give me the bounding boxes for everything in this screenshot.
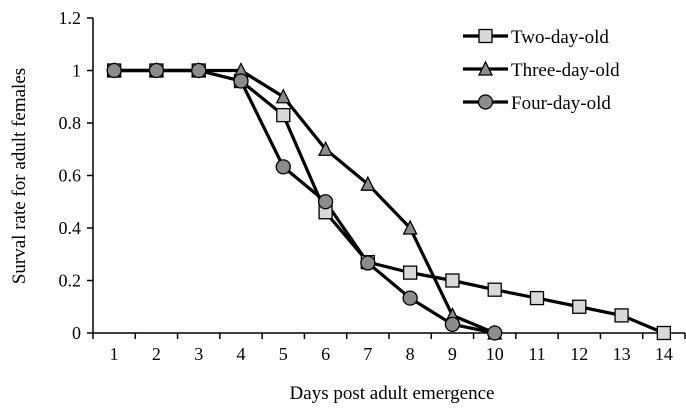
x-tick-label: 2 <box>152 344 161 364</box>
data-point <box>402 219 418 235</box>
x-tick-label: 3 <box>194 344 203 364</box>
series-four-day-old <box>114 68 496 335</box>
legend-item-two-day-old: Two-day-old <box>463 27 609 48</box>
x-tick-label: 6 <box>321 344 330 364</box>
x-tick-label: 8 <box>406 344 415 364</box>
series-line <box>114 68 496 335</box>
x-tick-label: 9 <box>448 344 457 364</box>
y-axis-title: Surval rate for adult females <box>9 68 30 284</box>
legend-item-four-day-old: Four-day-old <box>463 93 611 114</box>
data-point <box>360 255 376 271</box>
data-point <box>191 62 207 79</box>
x-tick-label: 7 <box>363 344 372 364</box>
legend-marker <box>477 94 494 110</box>
legend-marker <box>478 28 493 44</box>
data-point <box>529 290 545 306</box>
data-point <box>276 107 291 123</box>
data-point <box>275 88 291 104</box>
data-point <box>318 140 334 156</box>
y-tick-label: 1.2 <box>59 8 82 28</box>
x-tick-label: 14 <box>655 344 673 364</box>
x-tick-label: 4 <box>237 344 246 364</box>
data-point <box>148 62 165 79</box>
x-tick-label: 5 <box>279 344 288 364</box>
x-axis-title: Days post adult emergence <box>290 383 495 404</box>
data-point <box>275 159 291 175</box>
data-point <box>614 308 629 323</box>
series-layer <box>106 62 672 341</box>
series-three-day-old <box>114 68 496 335</box>
x-tick-label: 10 <box>486 344 504 364</box>
markers-four-day-old <box>106 62 503 341</box>
x-tick-label: 12 <box>570 344 588 364</box>
data-point <box>402 290 418 306</box>
data-point <box>572 299 587 314</box>
data-point <box>444 316 461 332</box>
y-tick-label: 0.8 <box>59 113 82 133</box>
x-tick-label: 1 <box>110 344 119 364</box>
legend-label: Three-day-old <box>511 60 620 81</box>
legend-item-three-day-old: Three-day-old <box>463 60 620 81</box>
legend: Two-day-old Three-day-old Four-day-old <box>463 27 620 114</box>
axes: 00.20.40.60.811.21 2 3 4 5 6 7 8 9 10 11 12 13 14 <box>59 8 686 364</box>
data-point <box>106 62 122 79</box>
y-tick-label: 0.2 <box>59 271 82 291</box>
y-tick-label: 0.4 <box>59 218 82 238</box>
data-point <box>233 73 249 89</box>
x-tick-label: 11 <box>528 344 545 364</box>
x-tick-label: 13 <box>613 344 631 364</box>
y-tick-label: 0.6 <box>59 166 82 186</box>
y-tick-label: 1 <box>72 61 81 81</box>
data-point <box>656 325 672 341</box>
data-point <box>487 282 502 297</box>
legend-marker <box>477 60 494 76</box>
legend-label: Two-day-old <box>511 27 609 48</box>
data-point <box>360 175 376 191</box>
legend-label: Four-day-old <box>511 93 611 114</box>
data-point <box>402 265 418 280</box>
series-line <box>114 68 496 335</box>
y-tick-label: 0 <box>72 323 81 343</box>
data-point <box>487 325 503 341</box>
data-point <box>445 273 460 288</box>
data-point <box>317 194 334 210</box>
